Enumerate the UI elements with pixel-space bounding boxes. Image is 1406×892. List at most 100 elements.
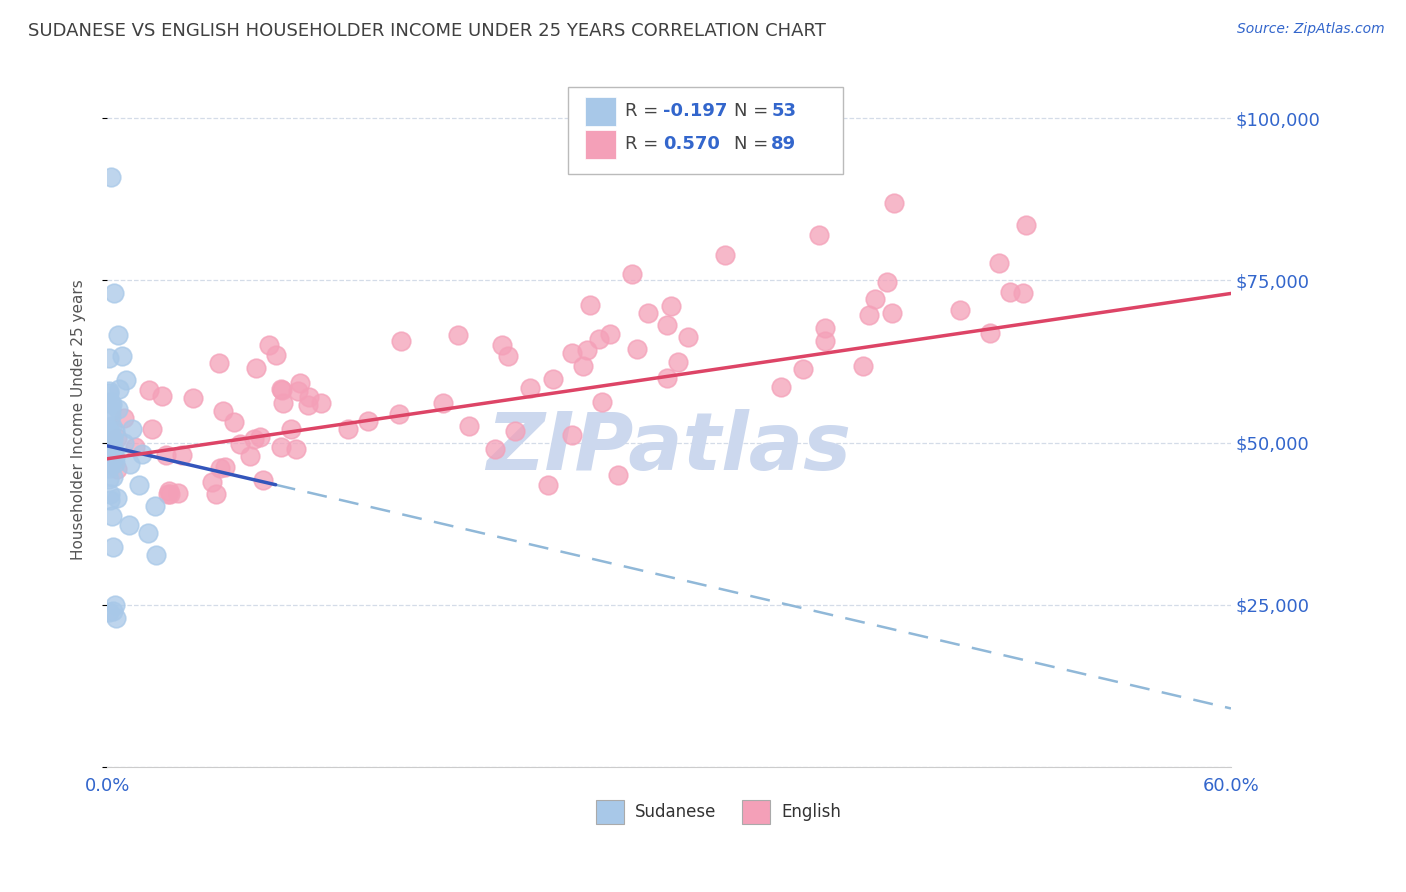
Y-axis label: Householder Income Under 25 years: Householder Income Under 25 years: [72, 279, 86, 560]
Text: 89: 89: [772, 136, 796, 153]
Point: [105, 462, 128, 476]
Point: [97, 450, 120, 465]
Text: N =: N =: [734, 103, 775, 120]
Point: [100, 419, 122, 434]
Point: [128, 477, 150, 491]
Point: [101, 469, 124, 483]
Point: [201, 475, 224, 490]
Point: [101, 540, 124, 554]
Point: [637, 306, 659, 320]
Point: [100, 458, 122, 472]
Point: [98, 605, 121, 619]
Point: [599, 326, 621, 341]
Text: English: English: [782, 803, 841, 821]
Point: [561, 346, 583, 360]
Point: [503, 424, 526, 438]
FancyBboxPatch shape: [568, 87, 844, 174]
Point: [100, 428, 122, 442]
Point: [655, 318, 678, 333]
Point: [101, 604, 124, 618]
Text: SUDANESE VS ENGLISH HOUSEHOLDER INCOME UNDER 25 YEARS CORRELATION CHART: SUDANESE VS ENGLISH HOUSEHOLDER INCOME U…: [28, 22, 825, 40]
Point: [101, 441, 124, 455]
Point: [121, 422, 143, 436]
Point: [97, 351, 120, 365]
Point: [108, 382, 131, 396]
Point: [626, 343, 648, 357]
Point: [103, 285, 125, 300]
Point: [97, 385, 120, 400]
Point: [814, 334, 837, 349]
Point: [101, 432, 124, 446]
Point: [208, 461, 231, 475]
Point: [97, 427, 120, 442]
Point: [852, 359, 875, 373]
Bar: [742, 800, 770, 824]
Point: [270, 383, 292, 397]
Point: [252, 474, 274, 488]
Point: [167, 485, 190, 500]
Point: [1012, 285, 1035, 300]
Point: [880, 306, 903, 320]
Point: [858, 308, 880, 322]
Point: [309, 396, 332, 410]
Point: [239, 450, 262, 464]
Text: R =: R =: [626, 103, 664, 120]
Text: Sudanese: Sudanese: [636, 803, 717, 821]
Point: [979, 326, 1001, 340]
Point: [388, 407, 411, 421]
Point: [357, 414, 380, 428]
Point: [111, 349, 134, 363]
Point: [104, 450, 127, 464]
Point: [496, 349, 519, 363]
Point: [104, 424, 127, 438]
Point: [100, 493, 122, 508]
Point: [576, 343, 599, 357]
Point: [561, 427, 583, 442]
Point: [591, 395, 613, 409]
Point: [100, 409, 122, 424]
Point: [519, 380, 541, 394]
Point: [112, 411, 135, 425]
Point: [183, 391, 205, 405]
Point: [97, 384, 120, 398]
Point: [229, 437, 252, 451]
Point: [676, 330, 699, 344]
Bar: [585, 96, 616, 126]
Text: 53: 53: [772, 103, 796, 120]
Point: [491, 338, 513, 352]
Point: [807, 228, 830, 243]
Point: [883, 195, 905, 210]
Text: -0.197: -0.197: [664, 103, 728, 120]
Point: [114, 374, 136, 388]
Point: [578, 297, 600, 311]
Text: Source: ZipAtlas.com: Source: ZipAtlas.com: [1237, 22, 1385, 37]
Point: [607, 467, 630, 482]
Point: [205, 487, 228, 501]
Text: ZIPatlas: ZIPatlas: [486, 409, 852, 487]
Point: [98, 472, 121, 486]
Point: [157, 483, 180, 498]
Point: [273, 396, 295, 410]
Point: [141, 422, 163, 436]
Point: [280, 422, 302, 436]
Point: [138, 383, 160, 397]
Point: [288, 376, 311, 390]
Point: [145, 548, 167, 562]
Text: 0.570: 0.570: [664, 136, 720, 153]
Point: [266, 348, 288, 362]
Point: [103, 598, 125, 612]
Point: [101, 440, 124, 454]
Point: [112, 436, 135, 450]
Point: [104, 456, 127, 470]
Point: [172, 449, 194, 463]
Point: [100, 487, 122, 501]
Point: [98, 457, 121, 471]
Point: [224, 415, 246, 429]
Point: [298, 390, 321, 404]
Point: [446, 327, 468, 342]
Point: [287, 384, 309, 399]
Point: [571, 359, 593, 374]
Point: [988, 256, 1011, 270]
Point: [666, 354, 689, 368]
Point: [792, 361, 814, 376]
